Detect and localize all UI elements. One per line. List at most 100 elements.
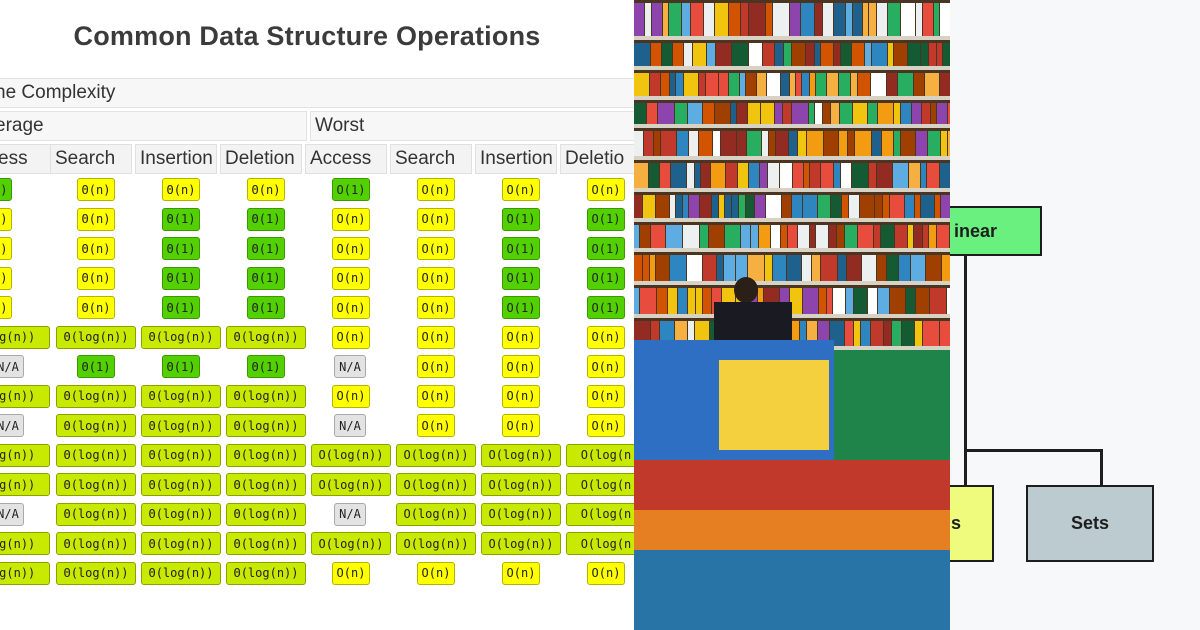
product-item <box>725 225 740 248</box>
product-item <box>696 288 702 314</box>
product-item <box>810 225 815 248</box>
product-item <box>923 225 928 248</box>
product-item <box>654 131 660 156</box>
product-item <box>731 103 736 124</box>
product-item <box>872 43 887 66</box>
product-item <box>833 288 845 314</box>
product-item <box>845 225 857 248</box>
product-item <box>834 3 845 36</box>
column-header: Insertion <box>135 144 217 174</box>
product-item <box>901 3 915 36</box>
product-item <box>737 131 746 156</box>
complexity-badge: O(log(n)) <box>481 473 561 496</box>
product-item <box>894 131 900 156</box>
product-item <box>871 321 883 346</box>
product-item <box>768 163 779 188</box>
connector-vertical <box>964 254 967 451</box>
complexity-badge: Θ(n) <box>77 178 115 201</box>
product-item <box>810 163 820 188</box>
product-item <box>651 321 659 346</box>
complexity-badge: O(n) <box>332 325 370 349</box>
complexity-badge: O(log(n <box>566 502 634 526</box>
product-item <box>804 163 809 188</box>
product-item <box>634 321 650 346</box>
product-item <box>684 73 698 96</box>
product-item <box>656 195 669 218</box>
product-item <box>905 195 914 218</box>
tree-diagram: inear s Sets <box>950 0 1200 630</box>
product-item <box>673 43 683 66</box>
product-item <box>775 43 783 66</box>
complexity-badge: O(n) <box>417 325 455 349</box>
complexity-badge: Θ(1) <box>247 207 285 231</box>
connector-right-drop <box>1100 450 1103 486</box>
product-item <box>818 321 829 346</box>
product-item <box>849 195 859 218</box>
product-item <box>662 43 672 66</box>
product-item <box>827 288 832 314</box>
product-item <box>902 321 914 346</box>
product-item <box>816 73 826 96</box>
connector-left-drop <box>964 450 967 486</box>
complexity-badge: Θ(1) <box>247 266 285 290</box>
product-item <box>829 225 836 248</box>
product-item <box>703 103 714 124</box>
product-item <box>865 43 871 66</box>
product-item <box>801 3 814 36</box>
product-item <box>711 163 725 188</box>
product-item <box>717 255 723 281</box>
product-item <box>802 73 809 96</box>
product-item <box>649 163 659 188</box>
product-item <box>650 73 660 96</box>
product-item <box>888 43 893 66</box>
product-item <box>869 163 876 188</box>
product-item <box>948 131 950 156</box>
product-item <box>803 288 818 314</box>
product-item <box>838 255 846 281</box>
product-item <box>898 73 913 96</box>
product-item <box>921 195 934 218</box>
complexity-badge: Θ(log(n)) <box>226 532 306 555</box>
complexity-badge: log(n)) <box>0 561 50 585</box>
complexity-badge: Θ(log(n)) <box>56 414 136 437</box>
product-item <box>792 43 805 66</box>
product-item <box>821 43 833 66</box>
product-item <box>935 195 940 218</box>
product-item <box>834 163 840 188</box>
product-item <box>683 225 699 248</box>
product-item <box>921 43 928 66</box>
shelf-edge <box>634 156 950 160</box>
product-item <box>699 73 705 96</box>
shelf-edge <box>634 248 950 252</box>
product-item <box>749 163 759 188</box>
column-header: Deletion <box>220 144 302 174</box>
complexity-badge: O(1) <box>587 266 625 290</box>
shelf-edge <box>634 124 950 128</box>
product-item <box>746 73 756 96</box>
product-item <box>892 321 901 346</box>
product-item <box>715 3 728 36</box>
complexity-badge: O(log(n)) <box>311 443 391 467</box>
product-item <box>788 225 797 248</box>
complexity-badge: N/A <box>0 414 24 437</box>
complexity-badge: O(1) <box>502 266 540 290</box>
orange-display <box>634 510 950 550</box>
product-item <box>710 321 716 346</box>
product-item <box>675 321 687 346</box>
product-item <box>784 43 791 66</box>
product-item <box>668 288 677 314</box>
product-item <box>663 3 668 36</box>
product-item <box>748 255 764 281</box>
product-item <box>792 321 799 346</box>
product-item <box>915 321 922 346</box>
product-item <box>634 43 650 66</box>
product-item <box>715 103 730 124</box>
shelf-edge <box>634 281 950 285</box>
product-item <box>684 43 692 66</box>
column-header: Search <box>390 144 472 174</box>
complexity-badge: O(log(n <box>566 473 634 496</box>
product-item <box>853 3 862 36</box>
product-item <box>736 288 741 314</box>
product-item <box>687 255 702 281</box>
complexity-badge: O(log(n)) <box>481 443 561 467</box>
